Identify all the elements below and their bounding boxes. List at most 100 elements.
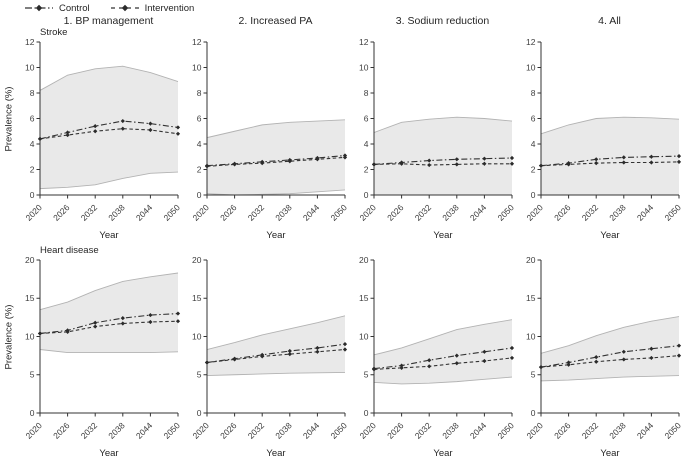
- x-tick-label: 2026: [552, 420, 573, 441]
- x-tick-label: 2044: [134, 202, 155, 223]
- x-tick-label: 2032: [413, 420, 434, 441]
- y-tick-label: 15: [359, 293, 369, 303]
- intervention-marker: [120, 126, 125, 131]
- y-tick-label: 12: [526, 37, 536, 47]
- intervention-marker: [509, 161, 515, 166]
- x-tick-label: 2020: [524, 420, 545, 441]
- y-tick-label: 5: [30, 370, 35, 380]
- y-tick-label: 10: [192, 331, 202, 341]
- x-tick-label: 2050: [328, 420, 348, 441]
- control-marker: [676, 154, 682, 159]
- control-marker: [594, 157, 599, 162]
- x-tick-label: 2026: [51, 420, 72, 441]
- x-tick-label: 2044: [468, 202, 489, 223]
- x-tick-label: 2032: [580, 420, 601, 441]
- y-tick-label: 8: [30, 88, 35, 98]
- x-axis-title: Year: [266, 448, 285, 459]
- y-tick-label: 10: [25, 331, 35, 341]
- y-tick-label: 6: [197, 113, 202, 123]
- control-marker: [509, 155, 515, 161]
- intervention-line: [540, 355, 680, 368]
- y-tick-label: 15: [526, 293, 536, 303]
- control-line: [206, 154, 346, 167]
- x-tick-label: 2020: [524, 202, 545, 223]
- intervention-line: [39, 128, 179, 140]
- intervention-marker: [65, 132, 70, 138]
- x-tick-label: 2032: [580, 202, 601, 223]
- band-lower-edge: [39, 171, 179, 190]
- intervention-marker: [37, 331, 43, 336]
- y-tick-label: 0: [531, 190, 536, 200]
- y-tick-label: 0: [531, 408, 536, 418]
- confidence-band: [40, 273, 178, 353]
- band-lower-edge: [206, 372, 346, 376]
- intervention-marker: [120, 321, 125, 326]
- y-tick-label: 10: [526, 331, 536, 341]
- x-tick-label: 2044: [301, 202, 322, 223]
- intervention-marker: [594, 161, 599, 166]
- x-axis-title: Year: [99, 230, 118, 241]
- y-tick-label: 20: [25, 255, 35, 265]
- x-tick-label: 2044: [635, 420, 656, 441]
- x-tick-label: 2038: [273, 202, 294, 223]
- y-tick-label: 6: [531, 113, 536, 123]
- intervention-marker: [676, 353, 682, 358]
- x-tick-label: 2026: [51, 202, 72, 223]
- x-tick-label: 2044: [134, 420, 155, 441]
- y-tick-label: 2: [30, 164, 35, 174]
- intervention-line: [373, 163, 512, 166]
- control-line: [206, 343, 346, 364]
- intervention-marker: [509, 355, 515, 361]
- panel-stroke-1-bp-management: 0 2 4 6 8 10 12 2020 2026 2032 2038 2044 2050 Year: [23, 37, 181, 241]
- x-tick-label: 2020: [23, 420, 44, 441]
- band-upper-edge: [540, 116, 680, 135]
- intervention-marker: [594, 359, 599, 364]
- band-upper-edge: [373, 319, 513, 356]
- legend: Control Intervention: [24, 1, 194, 15]
- column-title-all: 4. All: [598, 15, 621, 27]
- y-tick-label: 6: [364, 113, 369, 123]
- x-tick-label: 2044: [635, 202, 656, 223]
- x-tick-label: 2038: [440, 420, 461, 441]
- band-upper-edge: [206, 315, 346, 350]
- x-tick-label: 2032: [246, 202, 267, 223]
- panel-stroke-3-sodium-reduction: 0 2 4 6 8 10 12 2020 2026 2032 2038 2044 2050 Year: [357, 37, 515, 241]
- confidence-band: [207, 119, 345, 195]
- control-marker: [120, 118, 125, 124]
- control-line: [540, 345, 680, 368]
- x-tick-label: 2020: [23, 202, 44, 223]
- confidence-band: [374, 117, 512, 195]
- y-tick-label: 4: [197, 139, 202, 149]
- x-tick-label: 2038: [607, 202, 628, 223]
- control-marker: [621, 155, 626, 160]
- confidence-band: [40, 66, 178, 189]
- x-tick-label: 2032: [246, 420, 267, 441]
- control-line: [540, 155, 680, 167]
- legend-label-control: Control: [59, 2, 90, 14]
- band-lower-edge: [39, 349, 179, 354]
- y-axis-title-heart-disease: Prevalence (%): [3, 304, 15, 370]
- intervention-line-icon: [110, 4, 139, 12]
- x-tick-label: 2038: [106, 420, 127, 441]
- x-tick-label: 2020: [190, 420, 211, 441]
- x-tick-label: 2032: [79, 202, 100, 223]
- y-tick-label: 4: [531, 139, 536, 149]
- y-tick-label: 20: [359, 255, 369, 265]
- intervention-marker: [342, 155, 348, 160]
- y-tick-label: 2: [364, 164, 369, 174]
- intervention-line: [373, 357, 513, 370]
- y-tick-label: 12: [25, 37, 35, 47]
- y-tick-label: 8: [197, 88, 202, 98]
- intervention-marker: [342, 347, 348, 352]
- control-line: [373, 157, 513, 165]
- y-tick-label: 2: [197, 164, 202, 174]
- y-tick-label: 20: [192, 255, 202, 265]
- control-marker: [676, 343, 682, 348]
- intervention-marker: [371, 162, 377, 167]
- x-tick-label: 2038: [273, 420, 294, 441]
- y-tick-label: 5: [197, 370, 202, 380]
- intervention-line: [206, 348, 346, 364]
- panel-stroke-4-all: 0 2 4 6 8 10 12 2020 2026 2032 2038 2044 2050 Year: [524, 37, 682, 241]
- column-title-bp-management: 1. BP management: [63, 15, 154, 27]
